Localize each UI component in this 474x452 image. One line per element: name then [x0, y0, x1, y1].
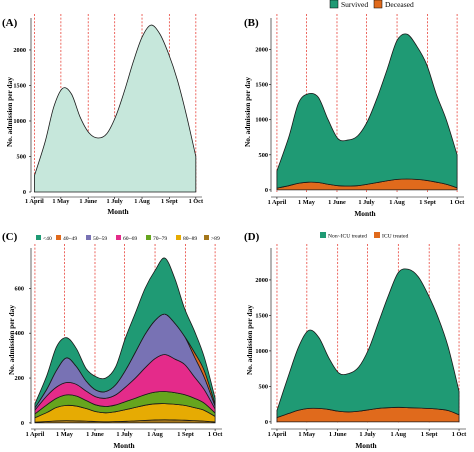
legend-swatch-non-icu	[320, 232, 326, 238]
panel-b-xtick-0: 1 April	[268, 199, 287, 206]
legend-swatch-lt40	[36, 235, 41, 240]
panel-c-ytick-1: 200	[15, 375, 24, 382]
legend-label-icu: ICU treated	[382, 234, 408, 240]
panel-b-legend: Survived Deceased	[329, 0, 414, 9]
panel-a-xtick-1: 1 May	[52, 198, 70, 205]
panel-c-area--40	[34, 257, 216, 410]
panel-b-ytick-4: 2000	[255, 47, 268, 54]
legend-label-70-79: 70~79	[153, 236, 167, 242]
legend-label-60-69: 60~69	[123, 236, 137, 242]
panel-a-xtick-4: 1 Aug	[134, 198, 150, 205]
panel-d: (D) 0 500 1000 1500 2000 1 April 1 May 1 June 1 …	[244, 231, 467, 450]
panel-a-label: (A)	[2, 17, 18, 29]
panel-d-xtick-0: 1 April	[268, 431, 287, 438]
panel-a-ytick-4: 2000	[13, 47, 26, 54]
panel-b-xtick-5: 1 Sept	[419, 199, 437, 206]
panel-a-ytick-1: 500	[17, 153, 26, 160]
panel-b-xlabel: Month	[354, 209, 375, 218]
panel-d-ytick-3: 1500	[255, 312, 268, 319]
panel-d-legend: Non~ICU treated ICU treated	[320, 232, 408, 240]
panel-a: (A) 0 500 1000 1500 2000 1 April 1 May 1 June 1 …	[2, 14, 204, 216]
legend-label-50-59: 50~59	[93, 236, 107, 242]
panel-c-ytick-0: 0	[21, 420, 24, 427]
legend-swatch-80-89	[176, 235, 181, 240]
panel-c-label: (C)	[2, 231, 18, 243]
panel-d-area-non-icu-treated	[276, 268, 460, 419]
panel-a-xtick-2: 1 June	[79, 198, 97, 205]
panel-d-xlabel: Month	[355, 441, 376, 450]
panel-c: (C) 0 200 400 600 1 April 1 May 1 June 1 July 1 …	[2, 231, 223, 450]
panel-a-xtick-0: 1 April	[25, 198, 44, 205]
panel-d-ytick-1: 500	[259, 383, 268, 390]
panel-a-xlabel: Month	[107, 207, 128, 216]
panel-d-xtick-6: 1 Oct	[452, 431, 467, 438]
panel-b-xtick-3: 1 July	[358, 199, 375, 206]
legend-label-non-icu: Non~ICU treated	[328, 234, 367, 240]
panel-c-xtick-0: 1 April	[26, 431, 45, 438]
legend-swatch-40-49	[56, 235, 61, 240]
panel-c-ytick-3: 600	[15, 285, 24, 292]
legend-label-deceased: Deceased	[385, 0, 414, 9]
panel-c-xtick-1: 1 May	[56, 431, 74, 438]
legend-label-lt40: <40	[43, 236, 52, 242]
panel-b-label: (B)	[244, 17, 259, 29]
panel-c-xtick-6: 1 Oct	[208, 431, 223, 438]
panel-c-xtick-3: 1 July	[116, 431, 133, 438]
legend-swatch-70-79	[146, 235, 151, 240]
panel-b-ylabel: No. admission per day	[243, 77, 252, 147]
panel-b-area-survived	[276, 33, 458, 189]
panel-c-xtick-5: 1 Sept	[177, 431, 195, 438]
legend-swatch-60-69	[116, 235, 121, 240]
panel-d-ytick-4: 2000	[255, 277, 268, 284]
panel-d-xtick-4: 1 Aug	[391, 431, 407, 438]
panel-a-ytick-3: 1500	[13, 82, 26, 89]
panel-c-legend: <40 40~49 50~59 60~69 70~79 80~89 >89	[36, 235, 220, 242]
panel-c-ytick-2: 400	[15, 330, 24, 337]
panel-a-xtick-3: 1 July	[107, 198, 124, 205]
panel-d-label: (D)	[244, 231, 260, 243]
panel-b-ytick-1: 500	[259, 152, 268, 159]
panel-b-ytick-3: 1500	[255, 82, 268, 89]
panel-b-xtick-4: 1 Aug	[389, 199, 405, 206]
panel-a-area-series	[34, 24, 197, 193]
panel-b-xtick-1: 1 May	[298, 199, 316, 206]
panel-b: (B) 0 500 1000 1500 2000 1 April 1 May 1 June 1 …	[243, 0, 465, 218]
legend-swatch-deceased	[373, 0, 383, 9]
panel-d-xtick-5: 1 Sept	[421, 431, 439, 438]
legend-label-80-89: 80~89	[183, 236, 197, 242]
panel-a-ytick-2: 1000	[13, 118, 26, 125]
legend-label-40-49: 40~49	[63, 236, 77, 242]
panel-a-ylabel: No. admission per day	[5, 77, 14, 147]
panel-c-ylabel: No. admission per day	[7, 305, 16, 375]
legend-swatch-gt89	[204, 235, 209, 240]
panel-d-xtick-1: 1 May	[298, 431, 316, 438]
panel-c-xlabel: Month	[113, 441, 134, 450]
legend-swatch-icu	[374, 232, 380, 238]
legend-label-survived: Survived	[341, 0, 368, 9]
panel-a-ytick-0: 0	[23, 189, 26, 196]
panel-a-xtick-6: 1 Oct	[189, 198, 204, 205]
legend-label-gt89: >89	[211, 236, 220, 242]
legend-swatch-survived	[329, 0, 339, 9]
panel-d-ylabel: No. admission per day	[245, 305, 254, 375]
panel-d-xtick-3: 1 July	[359, 431, 376, 438]
panel-a-xtick-5: 1 Sept	[161, 198, 179, 205]
panel-d-xtick-2: 1 June	[329, 431, 347, 438]
panel-b-ytick-0: 0	[265, 187, 268, 194]
panel-b-ytick-2: 1000	[255, 117, 268, 124]
panel-c-xtick-2: 1 June	[86, 431, 104, 438]
panel-b-xtick-2: 1 June	[328, 199, 346, 206]
panel-d-ytick-2: 1000	[255, 348, 268, 355]
legend-swatch-50-59	[86, 235, 91, 240]
panel-c-xtick-4: 1 Aug	[147, 431, 163, 438]
panel-b-xtick-6: 1 Oct	[450, 199, 465, 206]
panel-d-ytick-0: 0	[265, 419, 268, 426]
